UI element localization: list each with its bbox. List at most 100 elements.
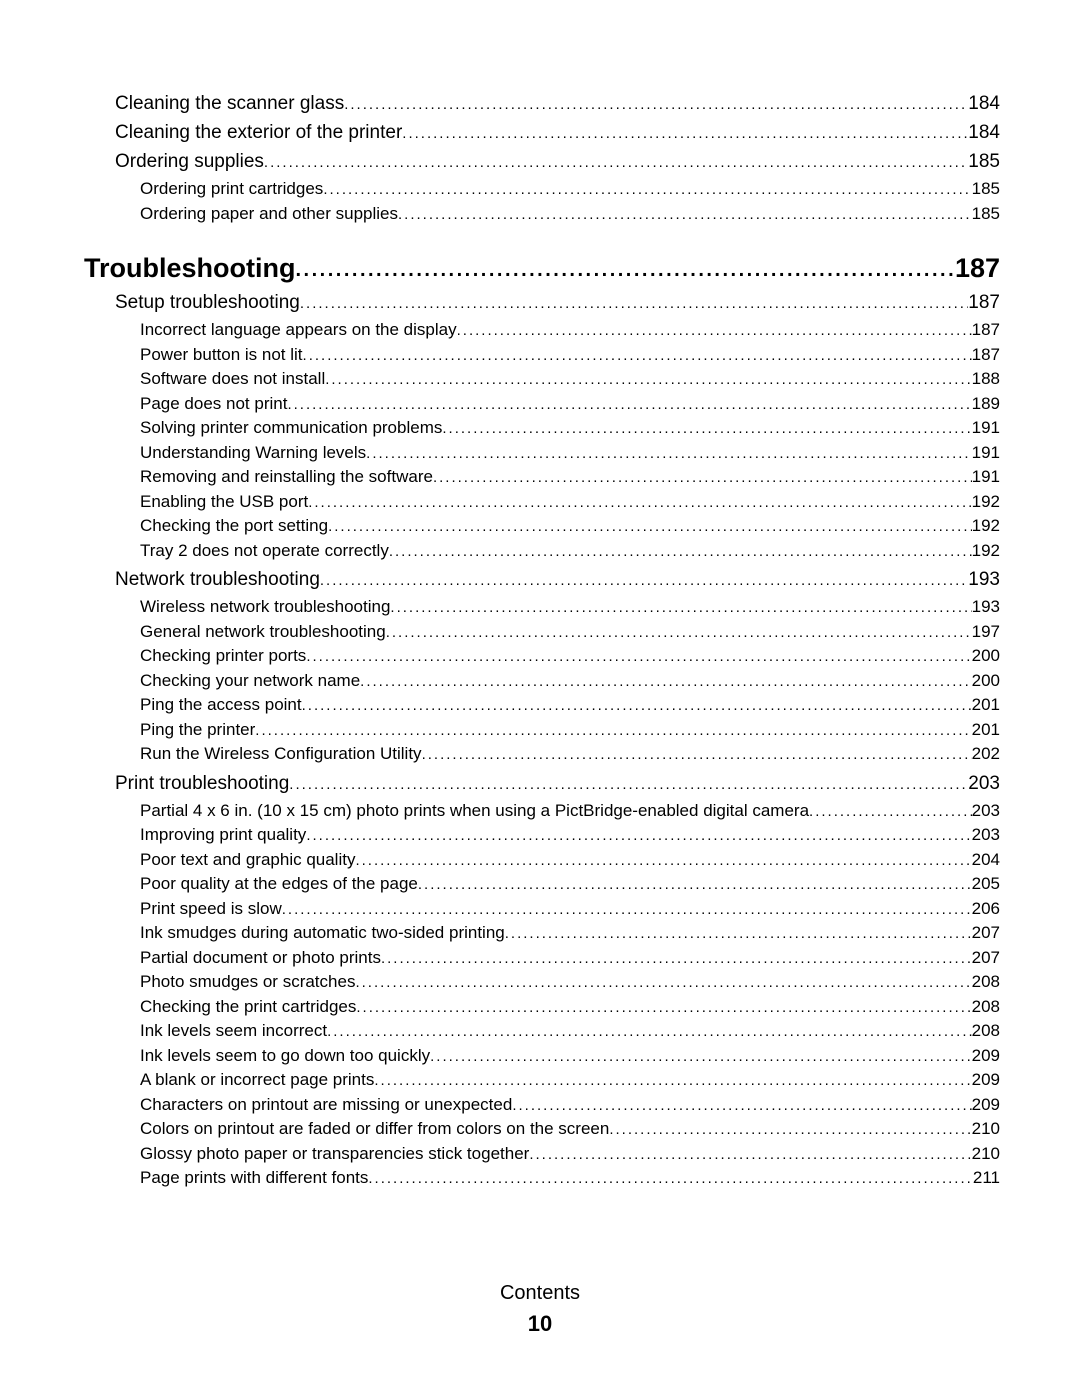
toc-entry-title: Poor text and graphic quality (140, 848, 355, 872)
toc-entry[interactable]: Cleaning the scanner glass 184 (115, 90, 1000, 119)
toc-entry[interactable]: Ordering print cartridges185 (140, 177, 1000, 202)
toc-entry[interactable]: Checking printer ports 200 (140, 644, 1000, 669)
toc-entry[interactable]: Glossy photo paper or transparencies sti… (140, 1142, 1000, 1167)
toc-entry[interactable]: Checking the port setting192 (140, 514, 1000, 539)
toc-entry-page: 200 (972, 644, 1000, 668)
toc-entry[interactable]: Poor text and graphic quality204 (140, 848, 1000, 873)
toc-leader-dots (355, 849, 971, 873)
toc-leader-dots (356, 996, 971, 1020)
toc-entry[interactable]: A blank or incorrect page prints 209 (140, 1068, 1000, 1093)
toc-entry-page: 191 (972, 465, 1000, 489)
toc-entry[interactable]: Checking your network name200 (140, 669, 1000, 694)
toc-entry-title: Cleaning the scanner glass (115, 90, 344, 118)
toc-entry[interactable]: Checking the print cartridges208 (140, 995, 1000, 1020)
toc-entry[interactable]: Ink smudges during automatic two-sided p… (140, 921, 1000, 946)
toc-leader-dots (366, 442, 971, 466)
toc-entry[interactable]: Ink levels seem to go down too quickly20… (140, 1044, 1000, 1069)
toc-leader-dots (398, 203, 972, 227)
toc-entry[interactable]: Ping the printer201 (140, 718, 1000, 743)
toc-leader-dots (430, 1045, 972, 1069)
toc-entry[interactable]: Cleaning the exterior of the printer184 (115, 119, 1000, 148)
toc-entry[interactable]: Power button is not lit187 (140, 343, 1000, 368)
toc-entry-page: 184 (968, 90, 1000, 118)
toc-entry-page: 207 (972, 921, 1000, 945)
toc-entry-title: General network troubleshooting (140, 620, 386, 644)
toc-entry[interactable]: Wireless network troubleshooting193 (140, 595, 1000, 620)
toc-entry-page: 203 (972, 823, 1000, 847)
toc-entry[interactable]: Ordering supplies185 (115, 148, 1000, 177)
toc-entry-page: 209 (972, 1068, 1000, 1092)
toc-entry-page: 185 (972, 202, 1000, 226)
toc-entry[interactable]: Ordering paper and other supplies185 (140, 202, 1000, 227)
toc-entry[interactable]: Photo smudges or scratches208 (140, 970, 1000, 995)
toc-entry-title: Ordering print cartridges (140, 177, 323, 201)
toc-leader-dots (344, 91, 968, 119)
toc-leader-dots (295, 252, 954, 288)
toc-entry-title: Photo smudges or scratches (140, 970, 355, 994)
toc-entry-page: 210 (972, 1142, 1000, 1166)
toc-leader-dots (457, 319, 972, 343)
toc-leader-dots (381, 947, 972, 971)
toc-entry-page: 188 (972, 367, 1000, 391)
toc-entry[interactable]: Colors on printout are faded or differ f… (140, 1117, 1000, 1142)
toc-entry[interactable]: Improving print quality203 (140, 823, 1000, 848)
footer-section-title: Contents (0, 1282, 1080, 1305)
toc-entry-page: 200 (972, 669, 1000, 693)
toc-leader-dots (422, 743, 972, 767)
toc-entry-page: 209 (972, 1093, 1000, 1117)
toc-leader-dots (282, 898, 972, 922)
toc-entry[interactable]: Page does not print189 (140, 392, 1000, 417)
toc-entry[interactable]: Tray 2 does not operate correctly192 (140, 539, 1000, 564)
toc-entry[interactable]: Incorrect language appears on the displa… (140, 318, 1000, 343)
toc-entry-page: 202 (972, 742, 1000, 766)
toc-entry-title: Solving printer communication problems (140, 416, 442, 440)
toc-entry-page: 207 (972, 946, 1000, 970)
toc-entry-title: Colors on printout are faded or differ f… (140, 1117, 609, 1141)
toc-entry[interactable]: Troubleshooting187 (84, 250, 1000, 289)
toc-leader-dots (512, 1094, 971, 1118)
toc-entry-page: 206 (972, 897, 1000, 921)
toc-entry[interactable]: Network troubleshooting193 (115, 566, 1000, 595)
toc-entry-page: 193 (972, 595, 1000, 619)
toc-leader-dots (402, 120, 968, 148)
toc-leader-dots (306, 824, 971, 848)
toc-entry[interactable]: Poor quality at the edges of the page205 (140, 872, 1000, 897)
toc-entry[interactable]: Partial document or photo prints207 (140, 946, 1000, 971)
toc-entry-page: 201 (972, 693, 1000, 717)
toc-entry-title: Understanding Warning levels (140, 441, 366, 465)
toc-entry[interactable]: Software does not install 188 (140, 367, 1000, 392)
toc-entry-page: 210 (972, 1117, 1000, 1141)
toc-leader-dots (325, 368, 971, 392)
toc-entry-title: Checking printer ports (140, 644, 306, 668)
toc-entry-title: Print speed is slow (140, 897, 282, 921)
toc-entry[interactable]: Enabling the USB port192 (140, 490, 1000, 515)
toc-leader-dots (328, 515, 972, 539)
toc-entry-title: Poor quality at the edges of the page (140, 872, 418, 896)
toc-entry-title: Ink levels seem to go down too quickly (140, 1044, 430, 1068)
toc-entry-title: Setup troubleshooting (115, 289, 300, 317)
toc-entry-title: Incorrect language appears on the displa… (140, 318, 457, 342)
toc-entry[interactable]: Run the Wireless Configuration Utility20… (140, 742, 1000, 767)
toc-leader-dots (505, 922, 972, 946)
toc-entry[interactable]: Print troubleshooting203 (115, 770, 1000, 799)
toc-entry-page: 191 (972, 441, 1000, 465)
toc-entry[interactable]: Removing and reinstalling the software19… (140, 465, 1000, 490)
toc-entry[interactable]: General network troubleshooting197 (140, 620, 1000, 645)
toc-entry-title: Software does not install (140, 367, 325, 391)
toc-entry-title: A blank or incorrect page prints (140, 1068, 374, 1092)
toc-entry-page: 187 (972, 318, 1000, 342)
toc-entry[interactable]: Ink levels seem incorrect208 (140, 1019, 1000, 1044)
toc-entry-title: Glossy photo paper or transparencies sti… (140, 1142, 529, 1166)
toc-entry[interactable]: Print speed is slow 206 (140, 897, 1000, 922)
toc-entry[interactable]: Ping the access point201 (140, 693, 1000, 718)
toc-leader-dots (418, 873, 972, 897)
toc-entry[interactable]: Understanding Warning levels 191 (140, 441, 1000, 466)
toc-entry[interactable]: Solving printer communication problems19… (140, 416, 1000, 441)
toc-entry-page: 208 (972, 1019, 1000, 1043)
toc-entry[interactable]: Partial 4 x 6 in. (10 x 15 cm) photo pri… (140, 799, 1000, 824)
toc-entry-title: Tray 2 does not operate correctly (140, 539, 389, 563)
toc-entry-title: Page prints with different fonts (140, 1166, 368, 1190)
toc-entry[interactable]: Page prints with different fonts211 (140, 1166, 1000, 1191)
toc-entry[interactable]: Characters on printout are missing or un… (140, 1093, 1000, 1118)
toc-entry[interactable]: Setup troubleshooting187 (115, 289, 1000, 318)
